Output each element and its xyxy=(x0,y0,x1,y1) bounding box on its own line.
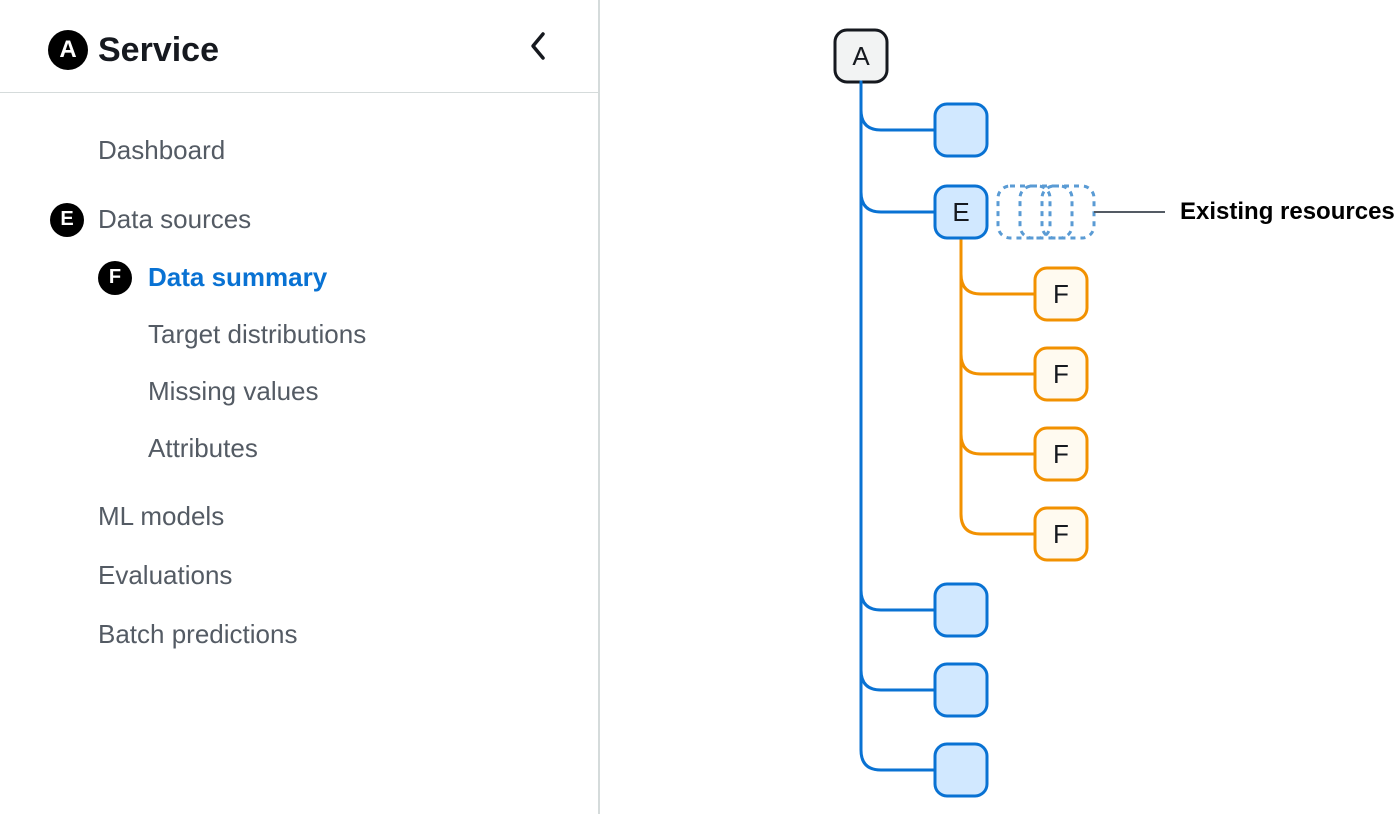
data-sources-subnav: F Data summary Target distributions Miss… xyxy=(0,249,598,477)
svg-text:E: E xyxy=(952,197,969,227)
sidebar-item-dashboard[interactable]: Dashboard xyxy=(0,121,598,180)
sidebar-subitem-label: Missing values xyxy=(148,376,319,406)
sidebar: A Service Dashboard E Data sources F Dat… xyxy=(0,0,600,814)
data-summary-badge: F xyxy=(98,261,132,295)
sidebar-subitem-label: Target distributions xyxy=(148,319,366,349)
sidebar-item-batch-predictions[interactable]: Batch predictions xyxy=(0,605,598,664)
sidebar-subitem-missing-values[interactable]: Missing values xyxy=(0,363,598,420)
sidebar-item-label: ML models xyxy=(98,501,224,531)
sidebar-item-evaluations[interactable]: Evaluations xyxy=(0,546,598,605)
sidebar-nav: Dashboard E Data sources F Data summary … xyxy=(0,93,598,664)
sidebar-item-ml-models[interactable]: ML models xyxy=(0,487,598,546)
hierarchy-diagram: A E F F F F Existing resources xyxy=(600,0,1400,814)
data-sources-badge: E xyxy=(50,203,84,237)
chevron-left-icon xyxy=(529,31,547,61)
diagram-blue-node xyxy=(935,104,987,156)
service-badge: A xyxy=(48,30,88,70)
svg-text:F: F xyxy=(1053,439,1069,469)
sidebar-subitem-label: Data summary xyxy=(148,262,327,292)
svg-text:F: F xyxy=(1053,279,1069,309)
collapse-sidebar-button[interactable] xyxy=(518,31,558,70)
svg-text:F: F xyxy=(1053,359,1069,389)
sidebar-item-data-sources[interactable]: E Data sources xyxy=(0,190,598,249)
sidebar-item-label: Dashboard xyxy=(98,135,225,165)
sidebar-item-label: Evaluations xyxy=(98,560,232,590)
sidebar-item-label: Batch predictions xyxy=(98,619,297,649)
sidebar-header: A Service xyxy=(0,30,598,93)
existing-resources-label: Existing resources xyxy=(1180,198,1395,226)
svg-text:A: A xyxy=(852,41,870,71)
diagram-blue-node xyxy=(935,744,987,796)
svg-text:F: F xyxy=(1053,519,1069,549)
sidebar-subitem-attributes[interactable]: Attributes xyxy=(0,420,598,477)
sidebar-item-label: Data sources xyxy=(98,204,251,234)
sidebar-subitem-data-summary[interactable]: F Data summary xyxy=(0,249,598,306)
sidebar-subitem-label: Attributes xyxy=(148,433,258,463)
diagram-blue-node xyxy=(935,584,987,636)
diagram-blue-node xyxy=(935,664,987,716)
diagram-ghost-node xyxy=(1020,186,1072,238)
service-title: Service xyxy=(98,31,518,70)
sidebar-subitem-target-distributions[interactable]: Target distributions xyxy=(0,306,598,363)
